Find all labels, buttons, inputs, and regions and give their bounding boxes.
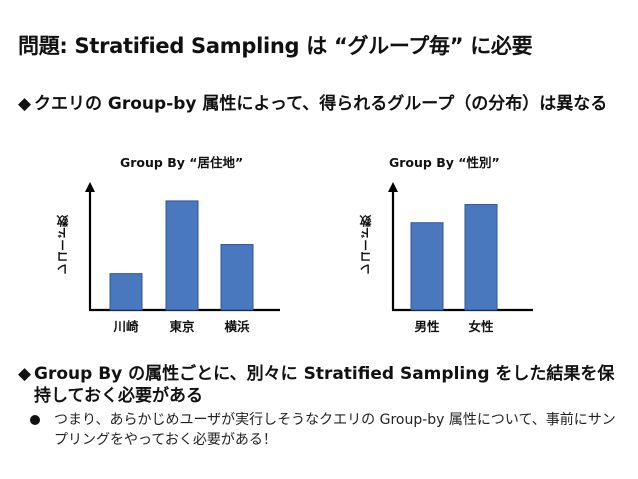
bullet-1-text: クエリの Group-by 属性によって、得られるグループ（の分布）は異なる [34, 94, 608, 114]
sub-bullet: つまり、あらかじめユーザが実行しそうなクエリの Group-by 属性について、… [30, 410, 624, 450]
category-label: 東京 [169, 319, 195, 334]
bullet-1: ◆ クエリの Group-by 属性によって、得られるグループ（の分布）は異なる [18, 93, 618, 115]
bar-女性 [464, 204, 498, 311]
bar-男性 [410, 222, 444, 311]
bar-東京 [165, 200, 199, 311]
chart-2 [388, 182, 533, 312]
bullet-2-text: Group By の属性ごとに、別々に Stratified Sampling … [34, 364, 615, 406]
chart-2-ylabel: レコード数 [359, 215, 373, 275]
chart-1-ylabel: レコード数 [56, 215, 70, 275]
sub-bullet-text: つまり、あらかじめユーザが実行しそうなクエリの Group-by 属性について、… [54, 412, 616, 448]
chart-1 [85, 182, 280, 312]
chart-2-title: Group By “性別” [389, 155, 500, 170]
category-label: 横浜 [224, 319, 250, 334]
y-axis-arrow [85, 182, 95, 192]
bullet-2: ◆ Group By の属性ごとに、別々に Stratified Samplin… [18, 363, 618, 407]
category-label: 川崎 [113, 319, 139, 334]
diamond-bullet-icon: ◆ [18, 94, 32, 114]
category-label: 男性 [414, 319, 440, 334]
bar-川崎 [109, 273, 143, 311]
chart-1-title: Group By “居住地” [120, 155, 244, 170]
bar-横浜 [220, 244, 254, 311]
category-label: 女性 [468, 319, 494, 334]
y-axis-arrow [388, 182, 398, 192]
round-bullet-icon [30, 415, 40, 425]
slide-title: 問題: Stratified Sampling は “グループ毎” に必要 [18, 34, 533, 58]
diamond-bullet-icon: ◆ [18, 364, 32, 384]
